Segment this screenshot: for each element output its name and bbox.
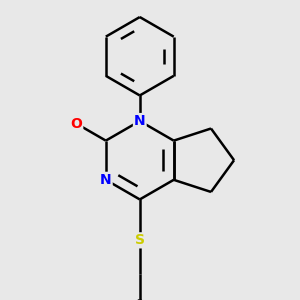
Text: S: S [135, 233, 145, 247]
Text: O: O [70, 117, 82, 130]
Text: N: N [134, 114, 146, 128]
Text: N: N [100, 173, 112, 187]
